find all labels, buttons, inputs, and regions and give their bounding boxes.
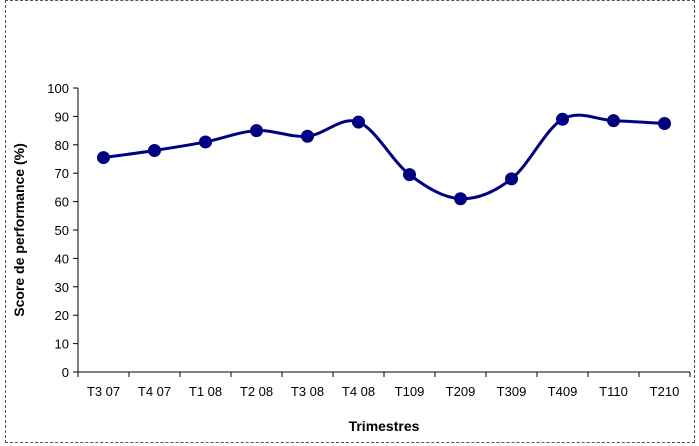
x-tick-label: T4 07: [138, 384, 171, 399]
y-tick-label: 40: [55, 251, 69, 266]
axes: [73, 87, 691, 377]
x-tick-label: T3 07: [87, 384, 120, 399]
x-tick-label: T409: [548, 384, 578, 399]
y-tick-labels: 0 10 20 30 40 50 60 70 80 90 100: [47, 81, 69, 380]
x-tick-label: T209: [446, 384, 476, 399]
y-tick-label: 20: [55, 308, 69, 323]
data-point: [301, 129, 314, 143]
data-point: [97, 151, 110, 165]
y-tick-label: 50: [55, 223, 69, 238]
y-axis-title: Score de performance (%): [11, 143, 27, 317]
chart-frame: [5, 0, 695, 443]
x-axis-title: Trimestres: [349, 418, 420, 434]
y-tick-label: 0: [62, 365, 69, 380]
y-tick-label: 60: [55, 195, 69, 210]
x-tick-label: T210: [650, 384, 680, 399]
x-tick-label: T3 08: [291, 384, 324, 399]
data-point: [607, 114, 620, 128]
y-tick-label: 70: [55, 166, 69, 181]
y-tick-label: 100: [47, 81, 69, 96]
x-tick-label: T1 08: [189, 384, 222, 399]
x-tick-labels: T3 07 T4 07 T1 08 T2 08 T3 08 T4 08 T109 T209 T3…: [87, 384, 679, 399]
data-point: [148, 143, 161, 157]
data-point: [454, 192, 467, 206]
y-tick-label: 10: [55, 337, 69, 352]
y-tick-label: 30: [55, 280, 69, 295]
x-tick-label: T309: [497, 384, 527, 399]
series-line: [103, 113, 665, 201]
x-tick-label: T4 08: [342, 384, 375, 399]
data-points: [97, 112, 671, 206]
x-tick-label: T2 08: [240, 384, 273, 399]
y-tick-label: 80: [55, 138, 69, 153]
data-point: [403, 168, 416, 182]
data-point: [250, 124, 263, 138]
data-point: [352, 115, 365, 129]
data-point: [505, 172, 518, 186]
x-tick-label: T110: [599, 384, 628, 399]
x-tick-label: T109: [395, 384, 425, 399]
data-point: [199, 135, 212, 149]
y-tick-label: 90: [55, 109, 69, 124]
data-point: [658, 117, 671, 130]
data-point: [556, 112, 569, 126]
